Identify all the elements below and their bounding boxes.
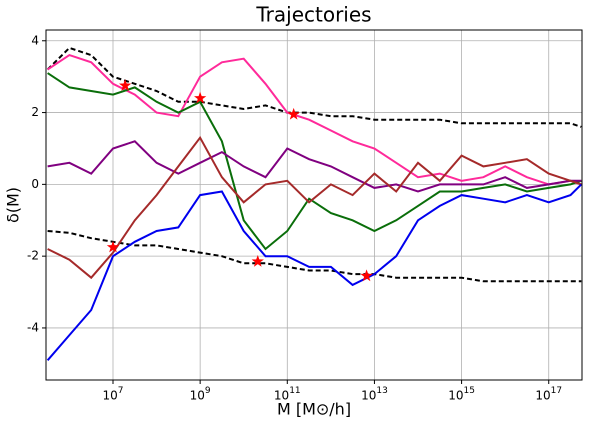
trajectory bbox=[46, 46, 582, 128]
y-tick-label: -2 bbox=[27, 249, 39, 263]
y-tick-label: 4 bbox=[31, 33, 39, 47]
x-tick-label: 107 bbox=[102, 386, 123, 403]
star-marker bbox=[287, 107, 300, 120]
trajectory bbox=[46, 183, 582, 361]
chart-title: Trajectories bbox=[255, 3, 371, 27]
star-marker bbox=[119, 79, 132, 91]
x-axis-label: M [M⊙/h] bbox=[277, 400, 351, 419]
plot-frame bbox=[45, 29, 583, 381]
star-marker bbox=[251, 255, 264, 267]
trajectory bbox=[47, 140, 582, 193]
trajectory bbox=[47, 72, 582, 251]
star-marker bbox=[194, 91, 207, 104]
x-tick-label: 1015 bbox=[448, 386, 475, 403]
trajectory bbox=[47, 53, 582, 186]
x-tick-label: 1013 bbox=[361, 386, 388, 403]
trajectory bbox=[47, 135, 582, 280]
y-tick-label: -4 bbox=[27, 320, 39, 334]
star-marker bbox=[106, 240, 120, 253]
y-axis-label: δ(M) bbox=[4, 187, 23, 223]
x-tick-label: 109 bbox=[190, 386, 211, 403]
y-tick-label: 0 bbox=[31, 177, 39, 191]
star-marker bbox=[360, 269, 373, 282]
y-tick-label: 2 bbox=[31, 105, 39, 119]
x-tick-label: 1017 bbox=[535, 386, 562, 403]
trajectory bbox=[47, 230, 582, 283]
